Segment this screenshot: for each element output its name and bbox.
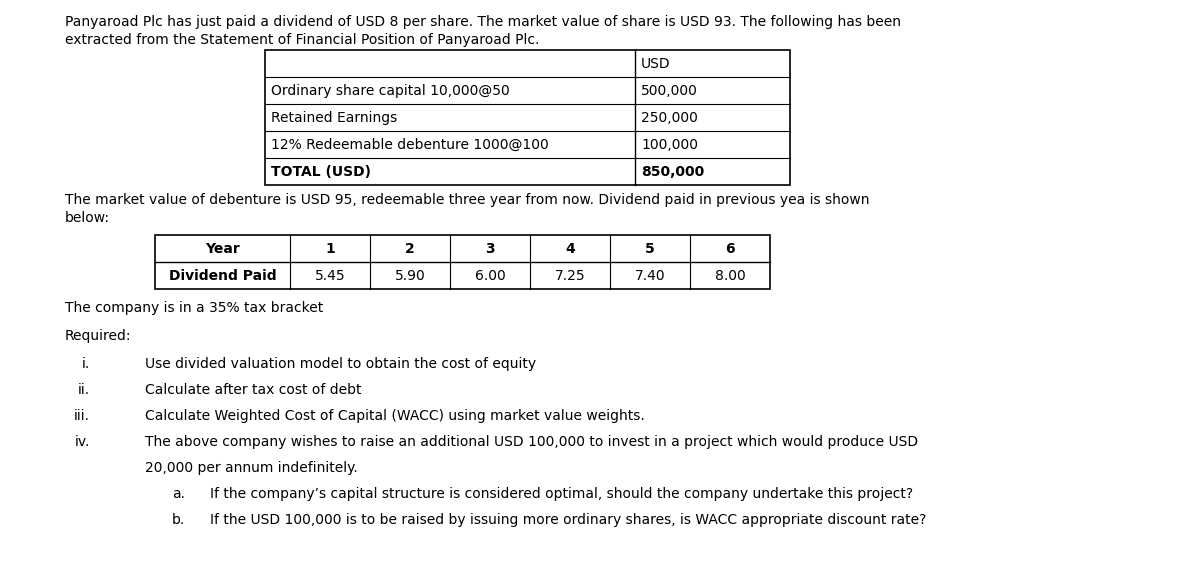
Text: Retained Earnings: Retained Earnings [271,111,397,125]
Text: 6: 6 [725,242,734,256]
Text: Required:: Required: [65,329,132,343]
Text: 12% Redeemable debenture 1000@100: 12% Redeemable debenture 1000@100 [271,138,548,152]
Text: ii.: ii. [78,383,90,397]
Text: 4: 4 [565,242,575,256]
Text: 250,000: 250,000 [641,111,698,125]
Text: Calculate Weighted Cost of Capital (WACC) using market value weights.: Calculate Weighted Cost of Capital (WACC… [145,409,644,423]
Text: 8.00: 8.00 [715,269,745,283]
Text: The market value of debenture is USD 95, redeemable three year from now. Dividen: The market value of debenture is USD 95,… [65,193,870,207]
Text: 7.40: 7.40 [635,269,665,283]
Text: extracted from the Statement of Financial Position of Panyaroad Plc.: extracted from the Statement of Financia… [65,33,539,47]
Text: a.: a. [172,487,185,501]
Text: Ordinary share capital 10,000@50: Ordinary share capital 10,000@50 [271,84,510,98]
Text: Panyaroad Plc has just paid a dividend of USD 8 per share. The market value of s: Panyaroad Plc has just paid a dividend o… [65,15,901,29]
Text: Use divided valuation model to obtain the cost of equity: Use divided valuation model to obtain th… [145,357,536,371]
Text: 20,000 per annum indefinitely.: 20,000 per annum indefinitely. [145,461,358,475]
Text: Calculate after tax cost of debt: Calculate after tax cost of debt [145,383,361,397]
Text: If the company’s capital structure is considered optimal, should the company und: If the company’s capital structure is co… [210,487,913,501]
Text: 5.90: 5.90 [395,269,425,283]
Text: The company is in a 35% tax bracket: The company is in a 35% tax bracket [65,301,323,315]
Text: b.: b. [172,513,185,527]
Text: 500,000: 500,000 [641,84,698,98]
Text: i.: i. [82,357,90,371]
Text: 2: 2 [406,242,415,256]
Text: below:: below: [65,211,110,225]
Bar [155,235,770,289]
Text: If the USD 100,000 is to be raised by issuing more ordinary shares, is WACC appr: If the USD 100,000 is to be raised by is… [210,513,926,527]
Text: 7.25: 7.25 [554,269,586,283]
Text: iv.: iv. [74,435,90,449]
Text: Dividend Paid: Dividend Paid [169,269,276,283]
Text: 5: 5 [646,242,655,256]
Bar [265,50,790,185]
Text: Year: Year [205,242,240,256]
Text: iii.: iii. [74,409,90,423]
Text: 1: 1 [325,242,335,256]
Text: The above company wishes to raise an additional USD 100,000 to invest in a proje: The above company wishes to raise an add… [145,435,918,449]
Text: 100,000: 100,000 [641,138,698,152]
Text: 850,000: 850,000 [641,165,704,179]
Text: USD: USD [641,57,671,71]
Text: 3: 3 [485,242,494,256]
Text: 6.00: 6.00 [475,269,505,283]
Text: TOTAL (USD): TOTAL (USD) [271,165,371,179]
Text: 5.45: 5.45 [314,269,346,283]
